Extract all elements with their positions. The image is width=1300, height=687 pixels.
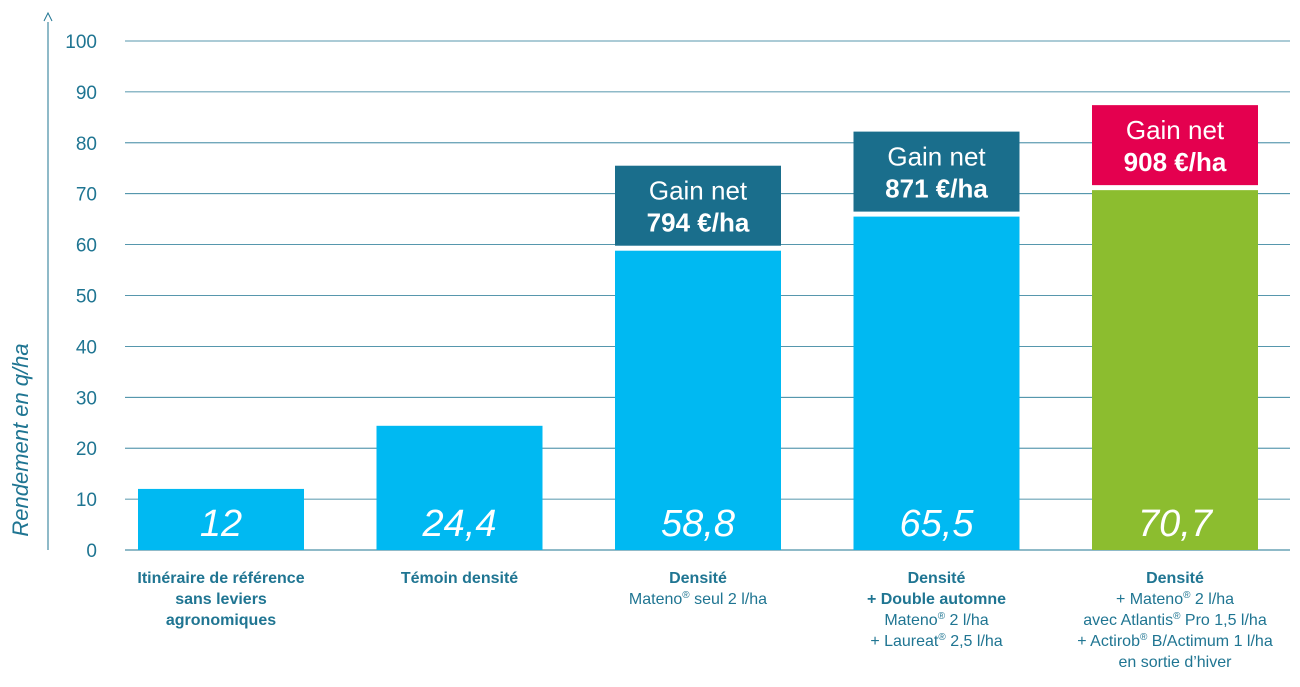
y-tick-label: 70: [76, 185, 97, 206]
category-text-part: + Actirob: [1077, 633, 1140, 650]
category-label-line: + Laureat® 2,5 l/ha: [870, 632, 1002, 650]
bar-value-label: 58,8: [661, 503, 735, 545]
category-label-line: Témoin densité: [401, 570, 518, 587]
gain-box: [853, 131, 1020, 212]
bar: [615, 250, 781, 550]
gain-box: [615, 165, 781, 246]
category-text-part: + Mateno: [1116, 591, 1183, 608]
category-label-line: Itinéraire de référence: [137, 570, 304, 587]
category-text-part: B/Actimum 1 l/ha: [1147, 633, 1272, 650]
category-label-line: en sortie d’hiver: [1119, 654, 1233, 671]
gain-box: [1092, 105, 1258, 186]
registered-mark: ®: [1140, 632, 1148, 643]
category-label-line: sans leviers: [175, 591, 267, 608]
gain-value: 871 €/ha: [885, 174, 988, 204]
category-label-line: Mateno® seul 2 l/ha: [629, 590, 767, 608]
category-text-part: Mateno: [629, 591, 682, 608]
category-labels: Itinéraire de référence sans leviers agron…: [137, 570, 1272, 671]
y-tick-label: 40: [76, 337, 97, 358]
bar: [1092, 190, 1258, 550]
category-label-line: avec Atlantis® Pro 1,5 l/ha: [1083, 611, 1267, 629]
y-tick-label: 0: [86, 541, 97, 562]
y-tick-label: 90: [76, 83, 97, 104]
category-label-line: Densité: [669, 570, 727, 587]
gain-title: Gain net: [1126, 115, 1225, 145]
bar: [376, 425, 543, 550]
category-label-line: agronomiques: [166, 612, 276, 629]
registered-mark: ®: [1173, 611, 1181, 622]
y-tick-label: 80: [76, 134, 97, 155]
y-axis-label: Rendement en q/ha: [8, 343, 33, 536]
category-label-line: + Actirob® B/Actimum 1 l/ha: [1077, 632, 1273, 650]
category-text-part: 2 l/ha: [1190, 591, 1234, 608]
gain-value: 908 €/ha: [1124, 147, 1227, 177]
category-text-part: seul 2 l/ha: [690, 591, 767, 608]
y-tick-label: 10: [76, 490, 97, 511]
registered-mark: ®: [938, 632, 946, 643]
y-tick-label: 30: [76, 388, 97, 409]
bar-value-label: 12: [200, 503, 242, 545]
category-text-part: Pro 1,5 l/ha: [1180, 612, 1266, 629]
y-tick-label: 60: [76, 236, 97, 257]
bar-value-label: 70,7: [1138, 503, 1214, 545]
category-label-line: Densité: [1146, 570, 1204, 587]
category-text-part: 2 l/ha: [945, 612, 989, 629]
gain-title: Gain net: [887, 142, 986, 172]
bar: [853, 216, 1020, 551]
y-axis-arrow: [43, 11, 53, 22]
registered-mark: ®: [938, 611, 946, 622]
category-text-part: Mateno: [884, 612, 937, 629]
y-tick-labels: 0 10 20 30 40 50 60 70 80 90 100: [65, 32, 97, 562]
category-label-line: Densité: [908, 570, 966, 587]
category-label-line: Mateno® 2 l/ha: [884, 611, 988, 629]
bar-value-label: 24,4: [422, 503, 497, 545]
category-text-part: avec Atlantis: [1083, 612, 1173, 629]
y-tick-label: 100: [65, 32, 97, 53]
gain-title: Gain net: [649, 176, 748, 206]
gain-value: 794 €/ha: [647, 208, 750, 238]
category-text-part: 2,5 l/ha: [946, 633, 1003, 650]
y-tick-label: 50: [76, 287, 97, 308]
bar-value-label: 65,5: [900, 503, 975, 545]
category-label-line: + Double automne: [867, 591, 1006, 608]
category-text-part: + Laureat: [870, 633, 939, 650]
y-axis: [43, 11, 53, 550]
y-tick-label: 20: [76, 439, 97, 460]
registered-mark: ®: [1183, 590, 1191, 601]
bar: [138, 488, 304, 550]
registered-mark: ®: [682, 590, 690, 601]
category-label-line: + Mateno® 2 l/ha: [1116, 590, 1234, 608]
